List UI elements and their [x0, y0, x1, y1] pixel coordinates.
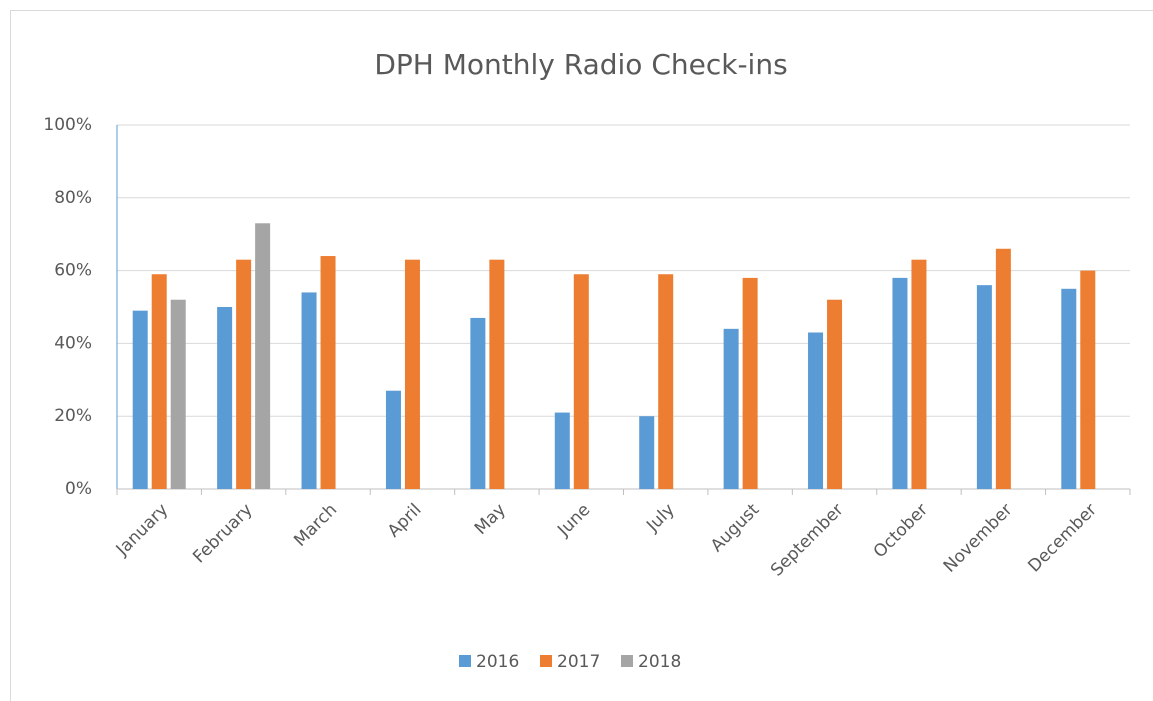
bar [385, 390, 401, 489]
bar [911, 259, 927, 489]
bar [217, 307, 233, 489]
y-tick-label: 20% [54, 406, 92, 426]
bar [255, 223, 271, 489]
legend-label: 2016 [476, 652, 519, 672]
bar [573, 274, 589, 489]
bar [808, 332, 824, 489]
chart-title: DPH Monthly Radio Check-ins [374, 48, 787, 81]
bar [170, 299, 186, 489]
bar [639, 416, 655, 489]
bar [320, 256, 336, 489]
legend-swatch [621, 655, 633, 667]
bar [404, 259, 420, 489]
bar [151, 274, 167, 489]
legend-label: 2017 [557, 652, 600, 672]
bar [892, 277, 908, 489]
legend-swatch [459, 655, 471, 667]
bar [995, 248, 1011, 489]
bar [827, 299, 843, 489]
legend-swatch [540, 655, 552, 667]
bar [1080, 270, 1096, 489]
bar [658, 274, 674, 489]
bar [489, 259, 505, 489]
bar [132, 310, 148, 489]
bar [554, 412, 570, 489]
y-tick-label: 40% [54, 333, 92, 353]
y-tick-label: 100% [43, 115, 92, 135]
y-tick-label: 80% [54, 188, 92, 208]
bar [301, 292, 317, 489]
bar [742, 277, 758, 489]
bar [1061, 288, 1077, 489]
legend-label: 2018 [638, 652, 681, 672]
bar [723, 328, 739, 489]
bar [976, 285, 992, 489]
y-tick-label: 60% [54, 261, 92, 281]
y-tick-label: 0% [65, 479, 92, 499]
bar [470, 317, 486, 489]
bar [236, 259, 252, 489]
